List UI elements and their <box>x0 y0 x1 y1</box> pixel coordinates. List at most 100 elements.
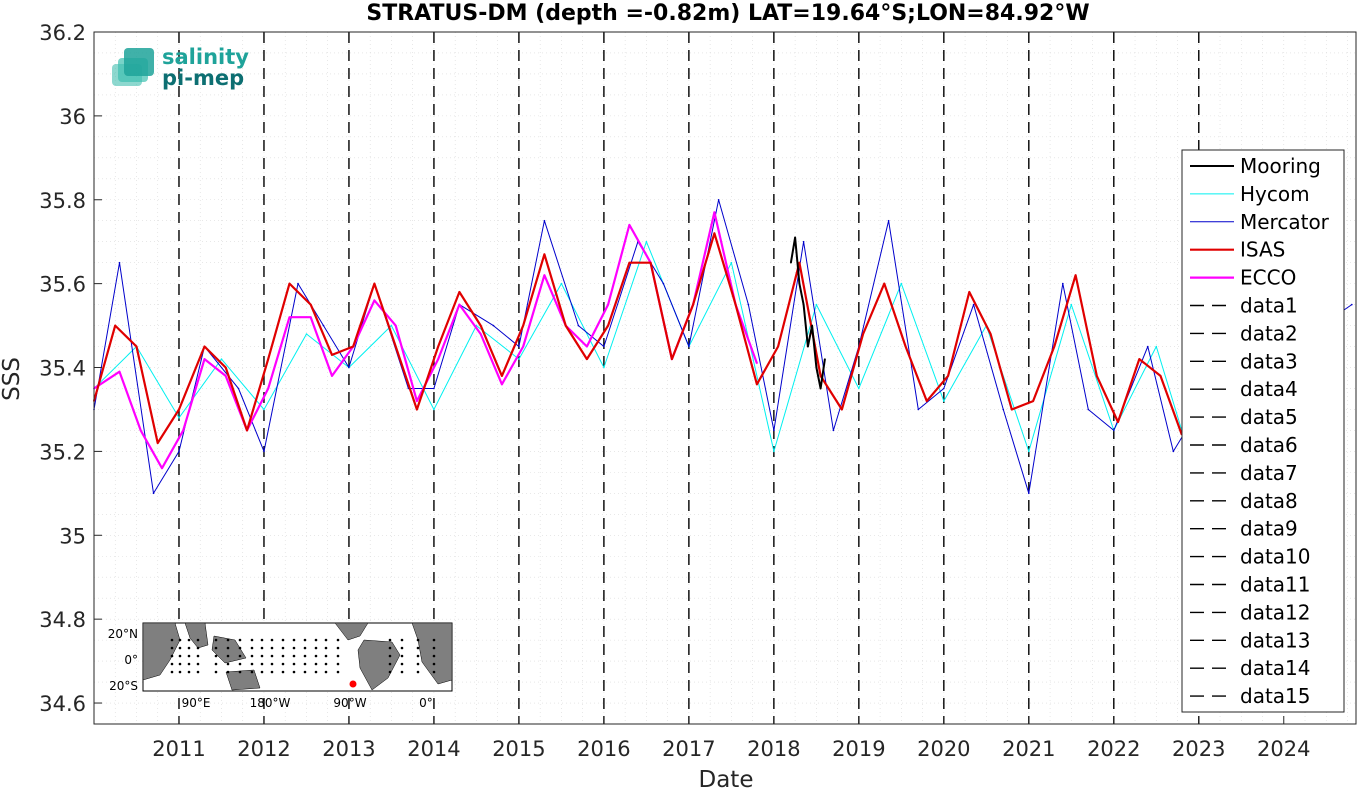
map-dot <box>388 662 392 666</box>
data-point-isas <box>437 345 440 348</box>
map-dot <box>303 670 307 674</box>
map-dot <box>187 646 191 650</box>
map-dot <box>292 638 296 642</box>
map-dot <box>214 654 218 658</box>
map-dot <box>336 654 340 658</box>
map-dot <box>314 670 318 674</box>
map-dot <box>336 646 340 650</box>
data-point-isas <box>798 261 801 264</box>
map-dot <box>324 670 328 674</box>
data-point-mercator <box>887 219 890 222</box>
map-dot <box>292 646 296 650</box>
map-dot <box>196 670 200 674</box>
data-point-hycom <box>305 333 308 335</box>
map-dot <box>292 654 296 658</box>
legend-label: Mooring <box>1240 154 1321 178</box>
x-tick-label: 2023 <box>1172 737 1225 761</box>
map-dot <box>238 670 242 674</box>
data-point-ecco <box>458 303 461 306</box>
data-point-hycom <box>943 400 945 402</box>
series-line-isas <box>92 232 1183 445</box>
data-point-ecco <box>522 345 524 348</box>
data-point-isas <box>224 366 227 369</box>
data-point-isas <box>713 232 716 235</box>
data-point-mercator <box>1062 282 1064 285</box>
map-dot <box>432 638 436 642</box>
data-point-mercator <box>518 345 520 348</box>
map-dot <box>226 662 230 666</box>
data-point-mooring <box>802 303 805 306</box>
data-point-hycom <box>900 282 903 285</box>
data-point-isas <box>1074 274 1077 277</box>
map-dot <box>303 638 307 642</box>
data-point-mooring <box>819 387 822 390</box>
chart-title: STRATUS-DM (depth =-0.82m) LAT=19.64°S;L… <box>366 1 1089 26</box>
landmass-shapes <box>142 622 453 691</box>
map-dot <box>170 670 174 674</box>
map-dot <box>416 662 420 666</box>
data-point-mercator <box>1087 408 1090 411</box>
map-dot <box>432 646 436 650</box>
data-point-isas <box>522 324 524 327</box>
data-point-isas <box>734 303 737 306</box>
map-dot <box>314 646 318 650</box>
map-dot <box>170 646 174 650</box>
map-dot <box>196 662 200 666</box>
data-point-hycom <box>518 358 520 360</box>
map-dot <box>292 670 296 674</box>
map-dot <box>281 646 285 650</box>
data-point-isas <box>564 324 567 327</box>
map-dot <box>303 646 307 650</box>
map-lon-90e: 90°E <box>182 696 211 710</box>
map-dot <box>432 654 436 658</box>
map-dot <box>432 662 436 666</box>
map-dot <box>178 670 182 674</box>
map-dot <box>314 654 318 658</box>
legend-label: data11 <box>1240 573 1311 597</box>
legend-label: Mercator <box>1240 210 1330 234</box>
data-point-hycom <box>815 303 818 306</box>
plot-frame <box>93 31 1357 725</box>
data-point-hycom <box>433 408 435 411</box>
y-tick-label: 36.2 <box>39 21 86 45</box>
legend-label: data14 <box>1240 656 1311 680</box>
data-point-isas <box>416 408 418 411</box>
data-point-isas <box>288 282 291 285</box>
map-dot <box>178 654 182 658</box>
map-dot <box>226 670 230 674</box>
map-lat-20s: 20°S <box>109 679 138 693</box>
y-tick-label: 35.4 <box>39 357 86 381</box>
data-point-mercator <box>322 324 325 327</box>
data-point-hycom <box>1070 303 1073 306</box>
map-dot <box>388 646 392 650</box>
data-point-mercator <box>492 324 495 327</box>
data-point-isas <box>947 375 949 377</box>
data-point-hycom <box>560 282 563 285</box>
data-point-mercator <box>577 324 580 327</box>
map-dot <box>270 670 274 674</box>
map-dot <box>314 638 318 642</box>
map-dot <box>187 662 191 666</box>
map-dot <box>226 654 230 658</box>
data-point-isas <box>309 303 312 306</box>
data-point-ecco <box>288 316 291 319</box>
data-point-hycom <box>178 417 180 419</box>
map-dot <box>238 654 242 658</box>
map-dot <box>336 670 340 674</box>
data-point-ecco <box>203 358 206 360</box>
data-point-mercator <box>348 366 350 369</box>
data-point-isas <box>1159 375 1162 377</box>
mooring-location-marker <box>349 680 357 688</box>
x-tick-label: 2021 <box>1002 737 1055 761</box>
legend-label: data9 <box>1240 517 1298 541</box>
y-tick-label: 35.8 <box>39 189 86 213</box>
data-point-hycom <box>263 408 265 411</box>
data-point-isas <box>1053 345 1056 348</box>
y-axis-label: SSS <box>0 357 25 401</box>
map-dot <box>214 670 218 674</box>
map-dot <box>250 654 254 658</box>
data-point-ecco <box>373 299 376 302</box>
map-dot <box>303 662 307 666</box>
data-point-mooring <box>824 358 826 360</box>
data-point-mercator <box>717 199 720 201</box>
